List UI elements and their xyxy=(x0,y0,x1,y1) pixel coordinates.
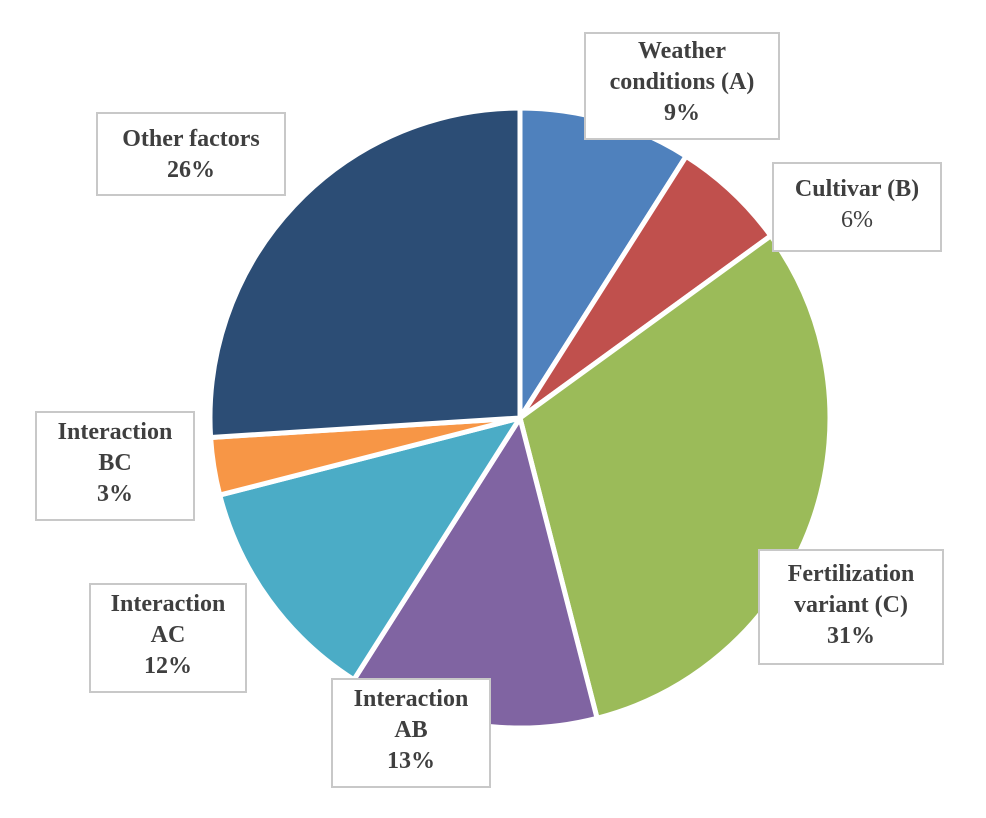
label-cultivar: Cultivar (B) 6% xyxy=(772,162,942,252)
label-interaction-ab-line1: Interaction xyxy=(353,686,469,712)
label-interaction-ab-line2: AB xyxy=(394,717,428,743)
label-interaction-ab-percent: 13% xyxy=(387,748,435,774)
label-interaction-bc-percent: 3% xyxy=(97,481,133,507)
label-interaction-ac-line1: Interaction xyxy=(110,591,226,617)
label-other-factors-percent: 26% xyxy=(167,157,215,183)
label-other-factors: Other factors 26% xyxy=(96,112,286,196)
label-fertilization-percent: 31% xyxy=(827,623,875,649)
label-interaction-bc-line2: BC xyxy=(98,450,132,476)
label-cultivar-line1: Cultivar (B) xyxy=(794,176,920,202)
label-fertilization-line1: Fertilization xyxy=(787,561,915,587)
pie-slice-fertilization-variant-c xyxy=(517,233,833,721)
pie-slice-other-factors xyxy=(207,105,523,440)
pie-slice-interaction-ac xyxy=(217,415,523,683)
label-interaction-bc: Interaction BC 3% xyxy=(35,411,195,521)
label-fertilization-variant: Fertilization variant (C) 31% xyxy=(758,549,944,665)
label-interaction-ac: Interaction AC 12% xyxy=(89,583,247,693)
label-interaction-ac-percent: 12% xyxy=(144,653,192,679)
label-interaction-ab: Interaction AB 13% xyxy=(331,678,491,788)
label-cultivar-percent: 6% xyxy=(841,207,873,233)
label-weather-conditions: Weather conditions (A) 9% xyxy=(584,32,780,140)
label-interaction-ac-line2: AC xyxy=(150,622,186,648)
label-fertilization-line2: variant (C) xyxy=(794,592,908,618)
label-interaction-bc-line1: Interaction xyxy=(57,419,173,445)
label-other-factors-line1: Other factors xyxy=(122,126,260,152)
label-weather-percent: 9% xyxy=(664,100,700,126)
label-weather-line2: conditions (A) xyxy=(609,69,755,95)
label-weather-line1: Weather xyxy=(638,38,726,64)
